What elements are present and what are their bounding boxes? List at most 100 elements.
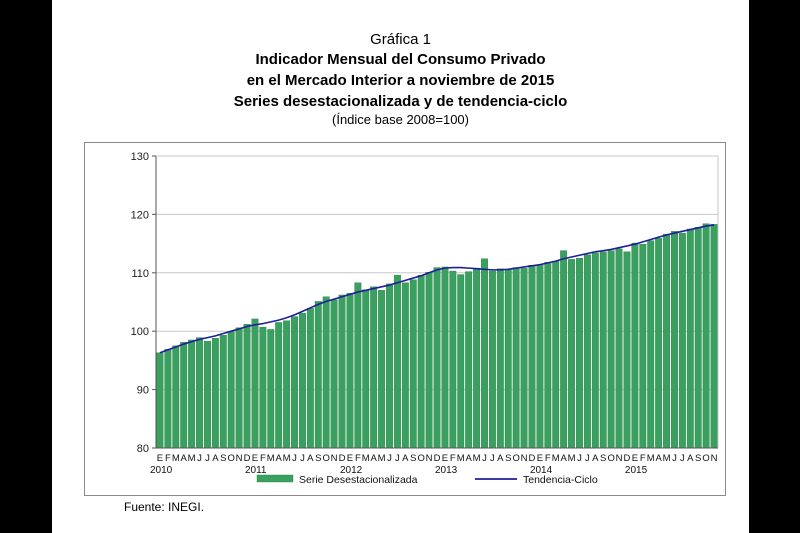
bar-66 xyxy=(678,232,686,449)
bar-41 xyxy=(481,258,488,449)
page: Gráfica 1 Indicador Mensual del Consumo … xyxy=(52,0,749,533)
bar-40 xyxy=(473,267,481,449)
x-tick-label-42: J xyxy=(490,453,495,464)
bar-0 xyxy=(156,352,164,449)
bar-49 xyxy=(544,262,552,449)
bar-39 xyxy=(465,271,473,449)
x-tick-label-48: E xyxy=(537,453,543,464)
year-label-2011: 2011 xyxy=(245,465,267,476)
bar-13 xyxy=(259,326,267,449)
x-tick-label-37: F xyxy=(450,453,456,464)
bar-29 xyxy=(386,283,393,449)
x-tick-label-21: O xyxy=(322,453,329,464)
bar-45 xyxy=(512,267,520,449)
x-tick-label-40: M xyxy=(473,453,481,464)
x-tick-label-3: A xyxy=(181,453,188,464)
bar-3 xyxy=(180,342,188,449)
trend-line xyxy=(159,224,715,354)
bar-15 xyxy=(275,322,283,449)
bar-22 xyxy=(330,299,338,449)
x-tick-label-17: J xyxy=(292,453,297,464)
x-tick-label-7: A xyxy=(212,453,219,464)
y-tick-label-80: 80 xyxy=(137,443,149,455)
x-tick-label-69: O xyxy=(702,453,709,464)
x-tick-label-1: F xyxy=(165,453,171,464)
bar-26 xyxy=(362,289,370,449)
y-tick-label-90: 90 xyxy=(137,385,149,397)
bar-2 xyxy=(172,345,180,449)
bar-43 xyxy=(496,268,504,449)
x-tick-label-25: F xyxy=(355,453,361,464)
bar-50 xyxy=(552,260,560,449)
x-tick-label-14: M xyxy=(267,453,275,464)
bar-55 xyxy=(591,252,599,449)
x-tick-label-44: S xyxy=(505,453,511,464)
x-tick-label-29: J xyxy=(387,453,392,464)
bar-8 xyxy=(219,335,227,449)
x-tick-label-52: M xyxy=(568,453,576,464)
bar-31 xyxy=(401,282,409,449)
x-tick-label-58: N xyxy=(616,453,623,464)
x-tick-label-2: M xyxy=(172,453,180,464)
x-tick-label-32: S xyxy=(410,453,416,464)
chart-heading: Gráfica 1 Indicador Mensual del Consumo … xyxy=(52,30,749,128)
bar-51 xyxy=(560,250,568,449)
bar-54 xyxy=(583,254,591,449)
bar-6 xyxy=(204,340,211,449)
bar-19 xyxy=(306,308,314,449)
y-tick-label-100: 100 xyxy=(131,326,149,338)
x-tick-label-15: A xyxy=(276,453,283,464)
x-tick-label-54: J xyxy=(585,453,590,464)
year-label-2015: 2015 xyxy=(625,465,648,476)
bar-16 xyxy=(283,320,291,449)
x-tick-label-53: J xyxy=(577,453,582,464)
legend-bar-label: Serie Desestacionalizada xyxy=(299,474,418,486)
x-tick-label-36: E xyxy=(442,453,448,464)
x-tick-label-23: D xyxy=(339,453,346,464)
x-tick-label-24: E xyxy=(347,453,353,464)
bar-69 xyxy=(702,223,710,449)
bar-61 xyxy=(639,243,647,449)
x-tick-label-27: A xyxy=(371,453,378,464)
bar-24 xyxy=(346,293,354,449)
x-tick-label-33: O xyxy=(417,453,424,464)
x-tick-label-50: M xyxy=(552,453,560,464)
x-tick-label-56: S xyxy=(600,453,606,464)
bar-4 xyxy=(188,339,196,449)
x-tick-label-6: J xyxy=(205,453,210,464)
bar-52 xyxy=(568,259,576,449)
x-tick-label-41: J xyxy=(482,453,487,464)
x-tick-label-13: F xyxy=(260,453,266,464)
x-tick-label-51: A xyxy=(560,453,567,464)
bar-17 xyxy=(291,316,298,449)
bar-57 xyxy=(607,250,615,449)
x-tick-label-46: N xyxy=(521,453,528,464)
bar-58 xyxy=(615,248,623,449)
x-tick-label-31: A xyxy=(402,453,409,464)
x-tick-label-38: M xyxy=(457,453,465,464)
bar-46 xyxy=(520,267,528,449)
x-tick-label-60: E xyxy=(632,453,638,464)
x-tick-label-68: S xyxy=(695,453,701,464)
x-tick-label-62: M xyxy=(647,453,655,464)
bar-47 xyxy=(528,265,536,449)
x-tick-label-0: E xyxy=(157,453,163,464)
source-note: Fuente: INEGI. xyxy=(124,500,205,514)
x-tick-label-16: M xyxy=(283,453,291,464)
y-tick-label-110: 110 xyxy=(131,268,149,280)
year-label-2014: 2014 xyxy=(530,465,553,476)
x-tick-label-65: J xyxy=(672,453,677,464)
x-tick-label-61: F xyxy=(640,453,646,464)
chart-label: Gráfica 1 xyxy=(370,31,431,48)
bar-48 xyxy=(536,264,544,449)
bar-64 xyxy=(663,234,670,449)
bar-53 xyxy=(576,257,583,449)
year-label-2010: 2010 xyxy=(150,465,173,476)
legend-line-label: Tendencia-Ciclo xyxy=(523,474,598,486)
x-tick-label-63: A xyxy=(655,453,662,464)
x-tick-label-22: N xyxy=(331,453,338,464)
x-tick-label-30: J xyxy=(395,453,400,464)
bar-1 xyxy=(164,349,172,449)
x-tick-label-67: A xyxy=(687,453,694,464)
